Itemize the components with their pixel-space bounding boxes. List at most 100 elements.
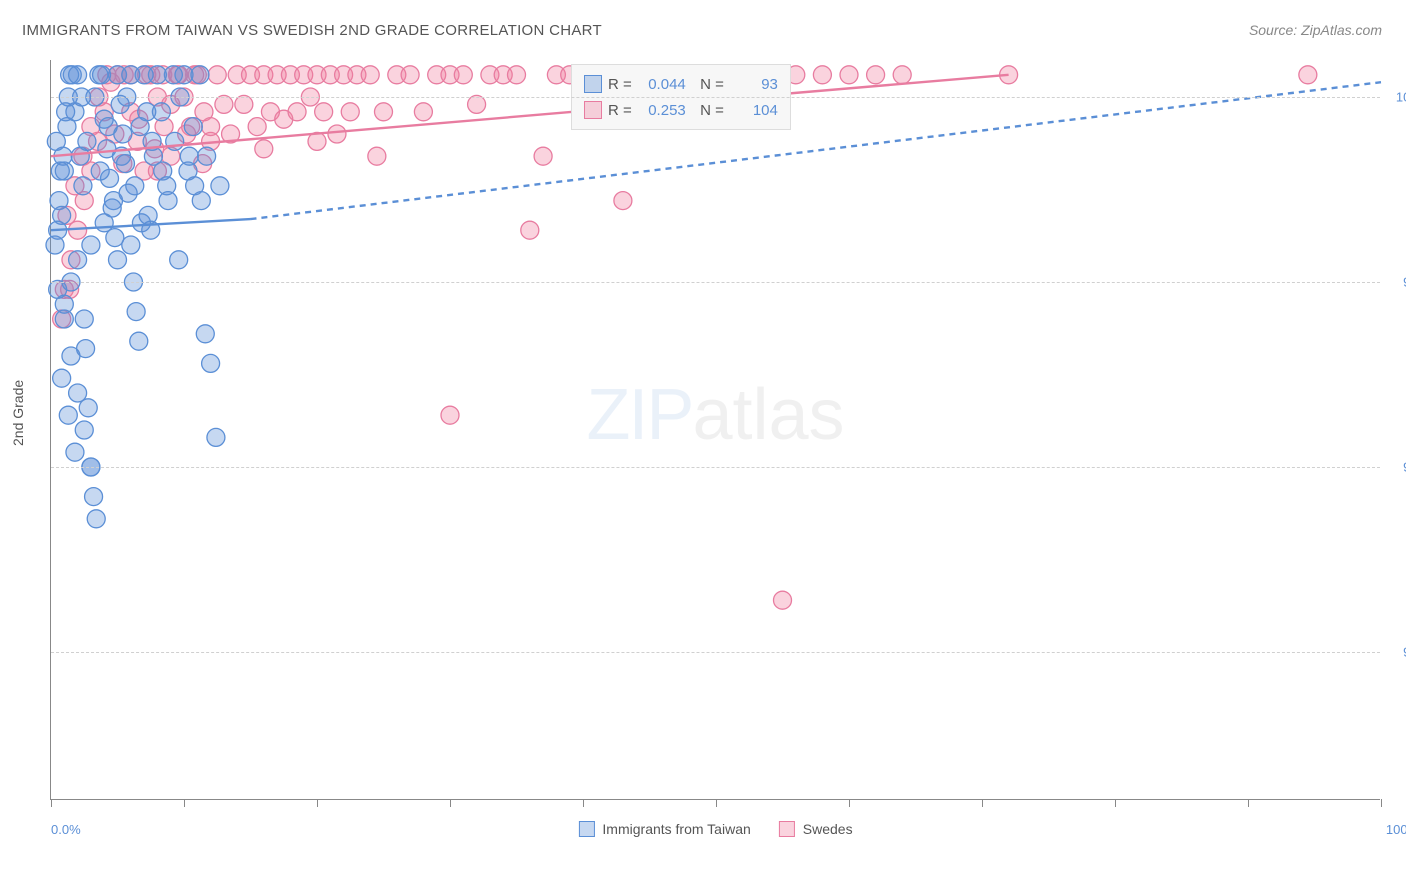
stats-swatch-taiwan — [584, 75, 602, 93]
x-tick — [982, 799, 983, 807]
scatter-point — [1299, 66, 1317, 84]
scatter-point — [414, 103, 432, 121]
scatter-point — [87, 510, 105, 528]
scatter-point — [774, 591, 792, 609]
scatter-point — [152, 103, 170, 121]
scatter-point — [166, 132, 184, 150]
scatter-point — [288, 103, 306, 121]
scatter-point — [74, 177, 92, 195]
scatter-point — [207, 428, 225, 446]
scatter-point — [148, 66, 166, 84]
scatter-point — [69, 66, 87, 84]
scatter-point — [59, 406, 77, 424]
scatter-point — [144, 147, 162, 165]
x-tick — [317, 799, 318, 807]
scatter-point — [454, 66, 472, 84]
x-tick — [1381, 799, 1382, 807]
scatter-point — [202, 354, 220, 372]
scatter-point — [95, 214, 113, 232]
scatter-point — [122, 236, 140, 254]
stats-row-swedes: R = 0.253 N = 104 — [584, 97, 778, 123]
stats-row-taiwan: R = 0.044 N = 93 — [584, 71, 778, 97]
x-tick — [716, 799, 717, 807]
scatter-point — [521, 221, 539, 239]
stats-swatch-swedes — [584, 101, 602, 119]
scatter-point — [328, 125, 346, 143]
trend-line — [251, 82, 1382, 219]
scatter-point — [315, 103, 333, 121]
stats-n-label: N = — [692, 102, 724, 119]
scatter-point — [66, 443, 84, 461]
scatter-point — [614, 192, 632, 210]
scatter-point — [198, 147, 216, 165]
scatter-point — [78, 132, 96, 150]
scatter-point — [49, 280, 67, 298]
scatter-point — [208, 66, 226, 84]
scatter-point — [191, 66, 209, 84]
x-tick — [184, 799, 185, 807]
legend-swatch-swedes — [779, 821, 795, 837]
scatter-point — [375, 103, 393, 121]
legend-swatch-taiwan — [578, 821, 594, 837]
x-tick — [1115, 799, 1116, 807]
x-tick — [583, 799, 584, 807]
legend: Immigrants from Taiwan Swedes — [578, 821, 852, 837]
plot-svg — [51, 60, 1380, 799]
scatter-point — [175, 66, 193, 84]
scatter-point — [401, 66, 419, 84]
stats-r-label: R = — [608, 102, 632, 119]
scatter-point — [341, 103, 359, 121]
scatter-point — [46, 236, 64, 254]
scatter-point — [99, 118, 117, 136]
scatter-point — [50, 192, 68, 210]
y-tick-label: 100.0% — [1396, 90, 1406, 105]
scatter-point — [192, 192, 210, 210]
scatter-point — [131, 118, 149, 136]
scatter-point — [75, 310, 93, 328]
x-tick — [51, 799, 52, 807]
scatter-point — [813, 66, 831, 84]
x-tick — [450, 799, 451, 807]
scatter-point — [867, 66, 885, 84]
stats-r-swedes: 0.253 — [638, 102, 686, 119]
grid-line — [51, 652, 1380, 653]
x-tick — [1248, 799, 1249, 807]
scatter-point — [202, 118, 220, 136]
stats-n-swedes: 104 — [730, 102, 778, 119]
legend-item-swedes: Swedes — [779, 821, 853, 837]
scatter-point — [158, 177, 176, 195]
scatter-point — [82, 236, 100, 254]
grid-line — [51, 97, 1380, 98]
scatter-point — [62, 347, 80, 365]
plot-area: ZIPatlas R = 0.044 N = 93 R = 0.253 N = … — [50, 60, 1380, 800]
scatter-point — [51, 162, 69, 180]
scatter-point — [93, 66, 111, 84]
scatter-point — [235, 95, 253, 113]
stats-n-taiwan: 93 — [730, 76, 778, 93]
scatter-point — [69, 384, 87, 402]
scatter-point — [55, 310, 73, 328]
scatter-point — [441, 406, 459, 424]
x-axis-min-label: 0.0% — [51, 822, 81, 837]
scatter-point — [109, 251, 127, 269]
scatter-point — [53, 369, 71, 387]
scatter-point — [69, 251, 87, 269]
scatter-point — [47, 132, 65, 150]
scatter-point — [508, 66, 526, 84]
scatter-point — [368, 147, 386, 165]
scatter-point — [130, 332, 148, 350]
scatter-point — [179, 162, 197, 180]
legend-label-swedes: Swedes — [803, 821, 853, 837]
scatter-point — [248, 118, 266, 136]
scatter-point — [126, 177, 144, 195]
y-axis-title: 2nd Grade — [10, 380, 26, 446]
scatter-point — [184, 118, 202, 136]
stats-r-label: R = — [608, 76, 632, 93]
scatter-point — [196, 325, 214, 343]
chart-container: IMMIGRANTS FROM TAIWAN VS SWEDISH 2ND GR… — [0, 0, 1406, 892]
x-tick — [849, 799, 850, 807]
scatter-point — [361, 66, 379, 84]
scatter-point — [139, 206, 157, 224]
scatter-point — [170, 251, 188, 269]
scatter-point — [75, 421, 93, 439]
